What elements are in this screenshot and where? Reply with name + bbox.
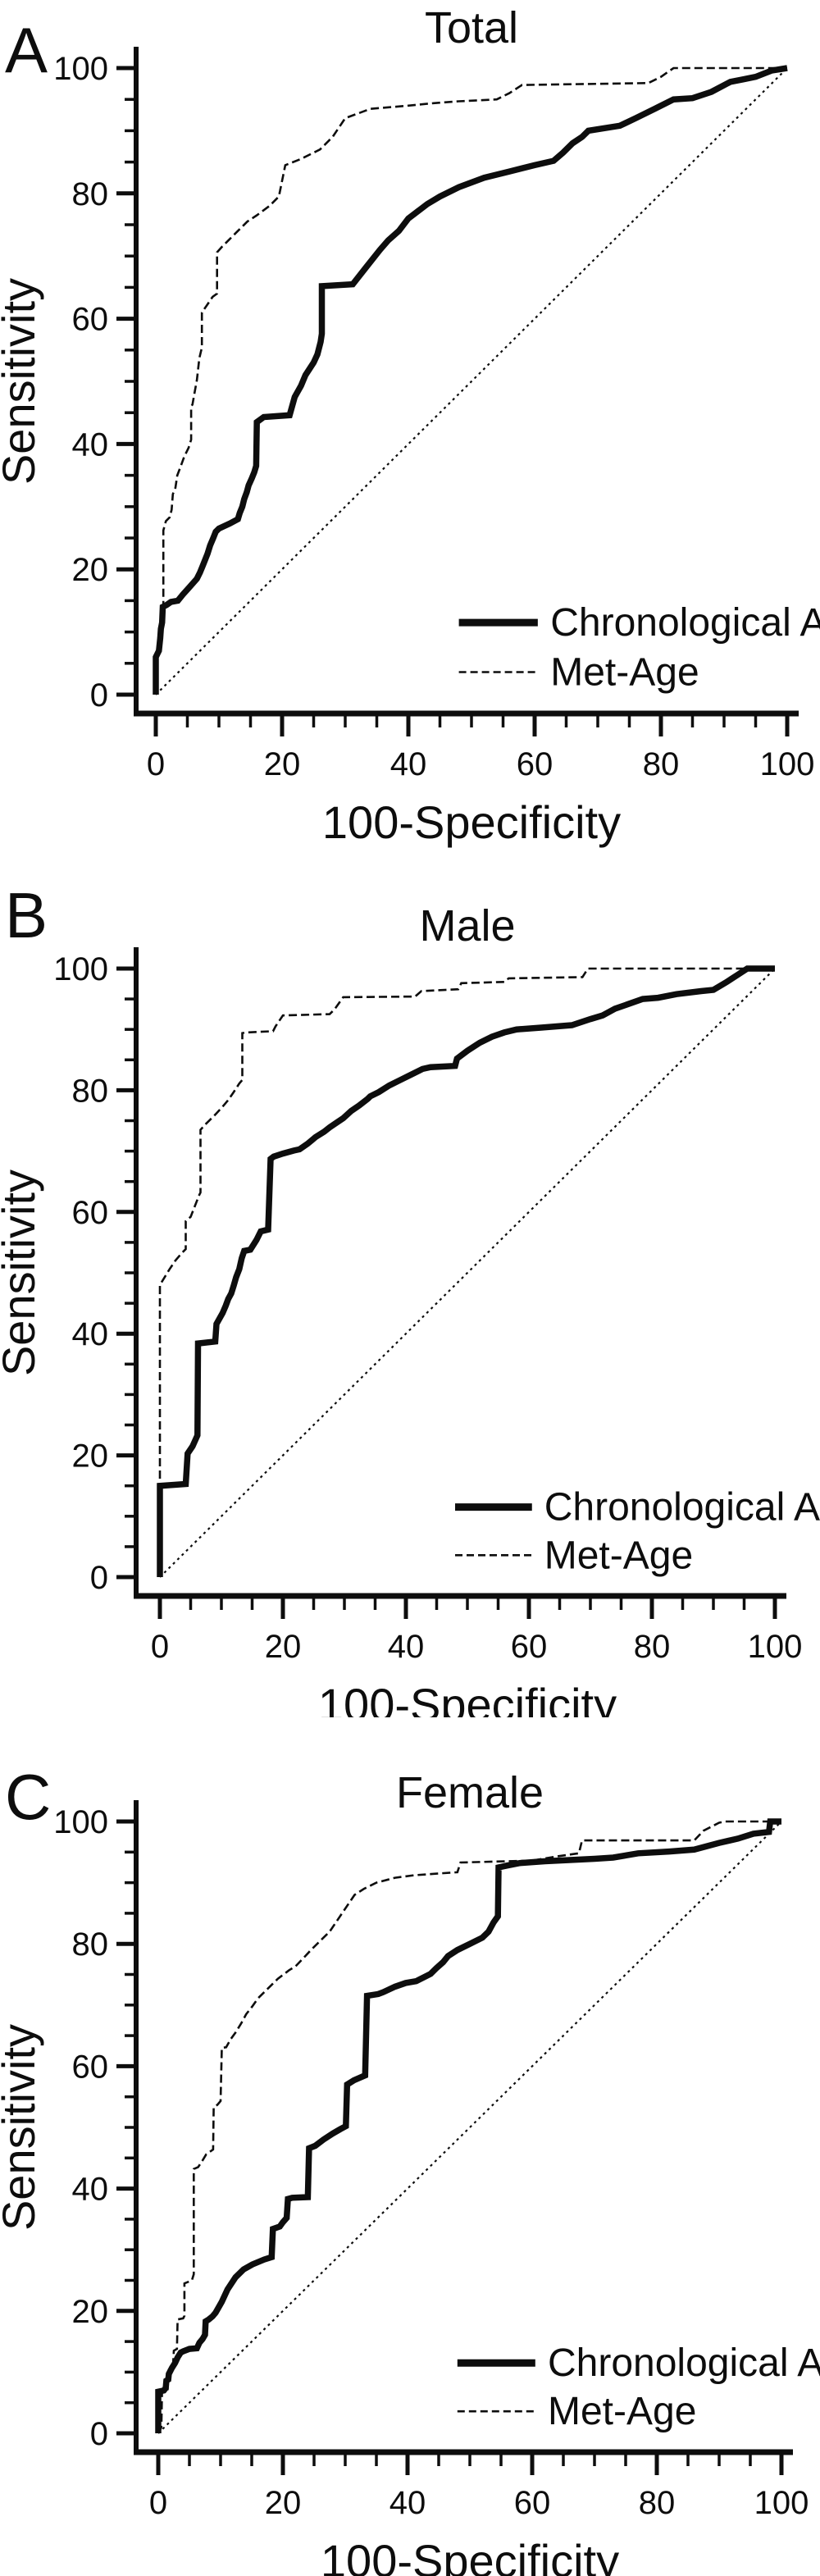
y-tick-label: 100	[53, 1804, 108, 1840]
x-axis-title: 100-Specificity	[321, 2535, 619, 2576]
x-tick-label: 80	[643, 746, 680, 782]
roc-curve-chronological-age	[155, 1818, 781, 2433]
x-tick-label: 100	[748, 1629, 803, 1665]
x-axis-title: 100-Specificity	[322, 796, 621, 848]
roc-curve-chronological-age	[157, 965, 775, 1577]
x-tick-label: 100	[754, 2485, 809, 2521]
y-axis-title: Sensitivity	[0, 2024, 44, 2231]
y-tick-label: 20	[72, 1438, 109, 1475]
x-tick-label: 20	[265, 1629, 302, 1665]
y-tick-label: 60	[72, 2049, 109, 2085]
roc-chart-a: A Total 0 20 40 60 80 100 0 20 40 60 80 100 100-Specif…	[0, 3, 820, 848]
legend-label-chronological-age: Chronological Age	[544, 1486, 820, 1530]
y-tick-label: 80	[72, 1926, 109, 1963]
y-tick-label: 0	[90, 2416, 108, 2452]
y-tick-label: 0	[90, 1560, 108, 1596]
roc-curve-met-age	[157, 1820, 781, 2434]
panel-female: C Female 0 20 40 60 80 100 0 20 40 60 80 100 100-Speci…	[0, 1717, 820, 2576]
y-tick-label: 20	[72, 552, 109, 588]
x-tick-label: 80	[634, 1629, 671, 1665]
reference-diagonal-line	[157, 1821, 782, 2434]
legend-label-chronological-age: Chronological Age	[550, 601, 820, 645]
chart-title: Female	[396, 1768, 544, 1817]
y-tick-label: 80	[72, 1073, 109, 1109]
panel-letter: B	[5, 879, 48, 951]
x-tick-label: 40	[390, 2485, 426, 2521]
y-tick-label: 0	[90, 677, 108, 714]
reference-diagonal-line	[159, 968, 776, 1578]
y-axis-title: Sensitivity	[0, 1169, 44, 1376]
y-tick-label: 40	[72, 2172, 109, 2208]
x-tick-label: 60	[514, 2485, 551, 2521]
y-tick-label: 80	[72, 176, 109, 212]
y-tick-label: 40	[72, 426, 109, 463]
panel-total: A Total 0 20 40 60 80 100 0 20 40 60 80 100 100-Specif…	[0, 0, 820, 859]
roc-chart-c: C Female 0 20 40 60 80 100 0 20 40 60 80 100 100-Speci…	[0, 1761, 820, 2576]
panel-letter: A	[5, 14, 48, 86]
legend-label-chronological-age: Chronological Age	[548, 2341, 820, 2385]
y-tick-label: 100	[53, 51, 108, 87]
x-tick-label: 40	[388, 1629, 425, 1665]
y-tick-label: 20	[72, 2294, 109, 2330]
x-tick-label: 0	[151, 1629, 169, 1665]
y-axis-title: Sensitivity	[0, 278, 44, 485]
y-tick-label: 100	[53, 951, 108, 987]
x-tick-label: 100	[760, 746, 815, 782]
chart-title: Total	[425, 3, 518, 52]
x-tick-label: 60	[517, 746, 554, 782]
panel-letter: C	[5, 1761, 51, 1833]
roc-curve-chronological-age	[153, 65, 788, 695]
x-tick-label: 20	[265, 2485, 302, 2521]
y-tick-label: 60	[72, 1195, 109, 1231]
legend-label-met-age: Met-Age	[550, 650, 699, 694]
x-tick-label: 0	[147, 746, 165, 782]
x-axis-title: 100-Specificity	[318, 1679, 617, 1717]
legend-label-met-age: Met-Age	[548, 2390, 696, 2433]
legend-label-met-age: Met-Age	[544, 1534, 693, 1577]
y-tick-label: 60	[72, 302, 109, 338]
y-tick-label: 40	[72, 1316, 109, 1352]
x-tick-label: 0	[149, 2485, 167, 2521]
reference-diagonal-line	[155, 67, 788, 695]
chart-title: Male	[419, 901, 515, 951]
x-tick-label: 20	[264, 746, 301, 782]
panel-male: B Male 0 20 40 60 80 100 0 20 40 60 80 100 100-Specifi…	[0, 859, 820, 1717]
roc-chart-b: B Male 0 20 40 60 80 100 0 20 40 60 80 100 100-Specifi…	[0, 879, 820, 1717]
x-tick-label: 60	[511, 1629, 548, 1665]
x-tick-label: 40	[390, 746, 427, 782]
roc-curve-met-age	[158, 967, 775, 1577]
x-tick-label: 80	[639, 2485, 676, 2521]
roc-curve-met-age	[154, 66, 787, 695]
